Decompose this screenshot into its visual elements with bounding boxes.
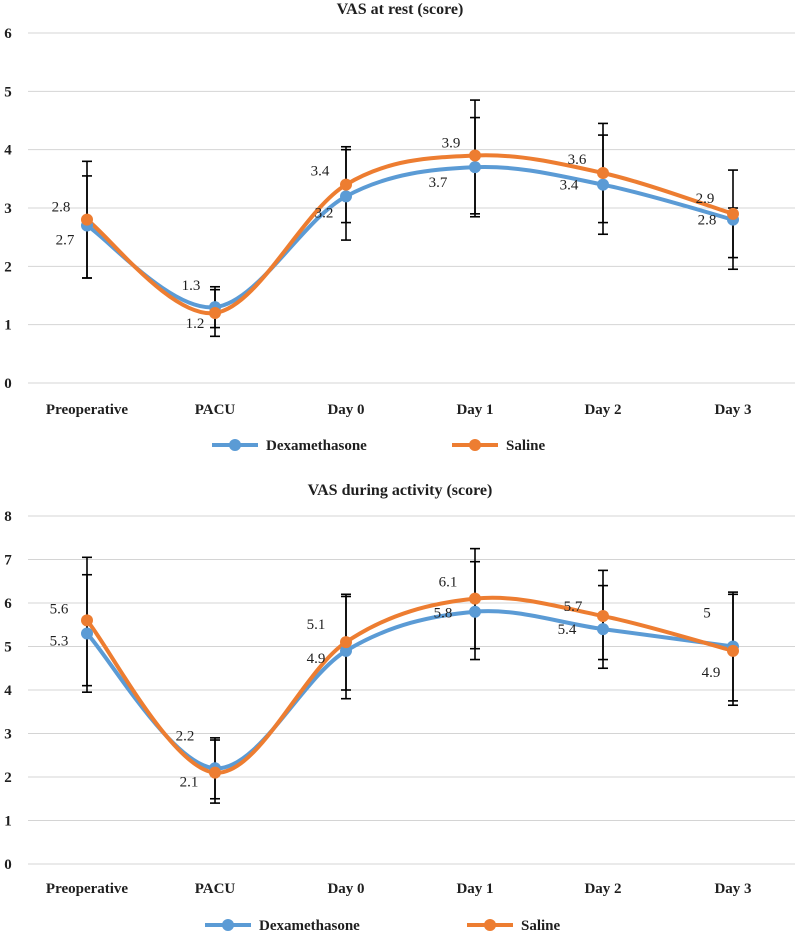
chart-title: VAS at rest (score) bbox=[337, 1, 464, 18]
legend-saline-label: Saline bbox=[506, 438, 546, 454]
legend: Dexamethasone Saline bbox=[205, 918, 561, 934]
data-label-dexamethasone: 1.3 bbox=[182, 278, 201, 294]
x-tick-label: Day 1 bbox=[456, 881, 493, 897]
data-label-dexamethasone: 5.3 bbox=[50, 633, 69, 649]
legend-dexamethasone-marker bbox=[222, 919, 234, 931]
data-label-dexamethasone: 2.8 bbox=[698, 213, 717, 229]
y-tick-label: 2 bbox=[4, 259, 12, 275]
x-tick-label: Day 2 bbox=[584, 402, 621, 418]
data-label-saline: 3.9 bbox=[442, 136, 461, 152]
y-tick-label: 4 bbox=[4, 683, 12, 699]
gridlines bbox=[28, 515, 795, 865]
point-saline bbox=[727, 644, 739, 657]
data-label-dexamethasone: 3.2 bbox=[315, 205, 334, 221]
point-saline bbox=[81, 614, 93, 627]
legend-dexamethasone-label: Dexamethasone bbox=[259, 918, 360, 934]
y-tick-label: 6 bbox=[4, 596, 12, 612]
point-dexamethasone bbox=[469, 605, 481, 618]
data-points bbox=[81, 592, 739, 779]
x-tick-label: Day 0 bbox=[327, 402, 364, 418]
data-label-dexamethasone: 3.4 bbox=[560, 178, 579, 194]
data-label-dexamethasone: 4.9 bbox=[307, 651, 326, 667]
x-axis-labels: Preoperative PACU Day 0 Day 1 Day 2 Day 3 bbox=[46, 881, 752, 897]
data-points bbox=[81, 149, 739, 319]
error-bars bbox=[82, 547, 738, 804]
series-line-dexamethasone bbox=[85, 164, 734, 310]
x-tick-label: Day 1 bbox=[456, 402, 493, 418]
y-tick-label: 3 bbox=[4, 727, 12, 743]
legend-saline-marker bbox=[484, 919, 496, 931]
data-label-dexamethasone: 2.7 bbox=[56, 233, 75, 249]
point-saline bbox=[340, 178, 352, 191]
legend-dexamethasone-marker bbox=[229, 439, 241, 451]
data-label-saline: 2.8 bbox=[52, 200, 71, 216]
point-dexamethasone bbox=[340, 644, 352, 657]
data-label-saline: 3.6 bbox=[568, 152, 587, 168]
y-tick-label: 5 bbox=[4, 84, 12, 100]
data-labels: 5.3 2.2 4.9 5.8 5.4 5 5.6 2.1 5.1 6.1 5.7 4.9 bbox=[50, 575, 721, 791]
data-label-dexamethasone: 5 bbox=[703, 606, 711, 622]
gridlines bbox=[28, 32, 795, 384]
legend-saline-label: Saline bbox=[521, 918, 561, 934]
legend-dexamethasone-label: Dexamethasone bbox=[266, 438, 367, 454]
data-label-dexamethasone: 2.2 bbox=[176, 728, 195, 744]
x-tick-label: PACU bbox=[195, 881, 236, 897]
series-lines bbox=[85, 595, 734, 775]
x-tick-label: Day 0 bbox=[327, 881, 364, 897]
y-tick-label: 0 bbox=[4, 376, 12, 392]
point-saline bbox=[209, 766, 221, 779]
point-saline bbox=[597, 167, 609, 179]
x-tick-label: Day 3 bbox=[714, 402, 751, 418]
vas-rest-chart: VAS at rest (score) 0 1 2 3 4 5 6 Preoperative… bbox=[4, 1, 795, 454]
point-saline bbox=[727, 207, 739, 220]
point-saline bbox=[340, 636, 352, 649]
point-saline bbox=[209, 307, 221, 319]
point-saline bbox=[597, 610, 609, 623]
x-tick-label: Preoperative bbox=[46, 402, 129, 418]
point-dexamethasone bbox=[597, 178, 609, 191]
vas-activity-chart: VAS during activity (score) 0 1 2 3 4 5 6 7 8 Pr… bbox=[4, 482, 795, 934]
data-label-saline: 5.6 bbox=[50, 601, 69, 617]
y-tick-label: 4 bbox=[4, 143, 12, 159]
data-label-saline: 5.7 bbox=[564, 599, 583, 615]
x-axis-labels: Preoperative PACU Day 0 Day 1 Day 2 Day 3 bbox=[46, 402, 752, 418]
data-label-saline: 3.4 bbox=[311, 164, 330, 180]
y-tick-label: 1 bbox=[4, 814, 12, 830]
x-tick-label: Preoperative bbox=[46, 881, 129, 897]
legend-saline-marker bbox=[469, 439, 481, 451]
x-tick-label: Day 3 bbox=[714, 881, 751, 897]
point-saline bbox=[81, 213, 93, 226]
point-saline bbox=[469, 149, 481, 162]
y-axis-ticks: 0 1 2 3 4 5 6 bbox=[4, 26, 12, 392]
data-labels: 2.7 1.3 3.2 3.7 3.4 2.8 2.8 1.2 3.4 3.9 3.6 2.9 bbox=[52, 136, 717, 333]
data-label-dexamethasone: 3.7 bbox=[429, 175, 448, 191]
point-dexamethasone bbox=[597, 623, 609, 636]
data-label-saline: 2.9 bbox=[696, 191, 715, 207]
data-label-saline: 5.1 bbox=[307, 617, 326, 633]
point-dexamethasone bbox=[340, 190, 352, 203]
point-saline bbox=[469, 592, 481, 605]
x-tick-label: Day 2 bbox=[584, 881, 621, 897]
y-tick-label: 7 bbox=[4, 553, 12, 569]
x-tick-label: PACU bbox=[195, 402, 236, 418]
data-label-dexamethasone: 5.4 bbox=[558, 622, 577, 638]
data-label-saline: 1.2 bbox=[186, 316, 205, 332]
data-label-saline: 6.1 bbox=[439, 575, 458, 591]
y-tick-label: 0 bbox=[4, 857, 12, 873]
y-tick-label: 5 bbox=[4, 640, 12, 656]
y-tick-label: 8 bbox=[4, 509, 12, 525]
y-tick-label: 1 bbox=[4, 318, 12, 334]
data-label-saline: 4.9 bbox=[702, 665, 721, 681]
legend: Dexamethasone Saline bbox=[212, 438, 546, 454]
data-label-saline: 2.1 bbox=[180, 775, 199, 791]
point-dexamethasone bbox=[469, 161, 481, 174]
point-dexamethasone bbox=[81, 627, 93, 640]
y-tick-label: 6 bbox=[4, 26, 12, 42]
y-axis-ticks: 0 1 2 3 4 5 6 7 8 bbox=[4, 509, 12, 873]
data-label-dexamethasone: 5.8 bbox=[434, 606, 453, 622]
y-tick-label: 2 bbox=[4, 770, 12, 786]
y-tick-label: 3 bbox=[4, 201, 12, 217]
chart-title: VAS during activity (score) bbox=[308, 482, 493, 499]
